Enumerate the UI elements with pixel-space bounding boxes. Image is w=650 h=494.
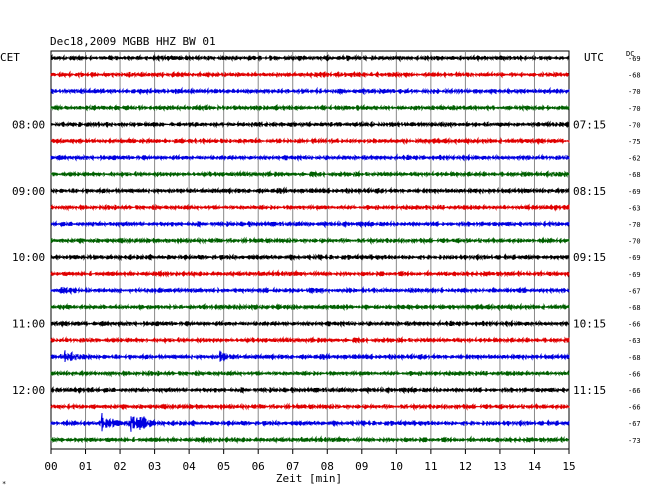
x-tick-label: 11 <box>424 460 437 473</box>
dc-offset-label: -66 <box>628 321 641 329</box>
dc-offset-label: -70 <box>628 221 641 229</box>
seismogram-trace <box>50 350 570 363</box>
seismogram-trace <box>50 153 570 162</box>
seismogram-trace <box>50 53 570 63</box>
dc-offset-label: -73 <box>628 437 641 445</box>
seismogram-trace <box>50 402 570 412</box>
left-time-label: 09:00 <box>12 185 45 198</box>
x-tick-label: 09 <box>355 460 368 473</box>
x-tick-label: 12 <box>459 460 472 473</box>
dc-offset-label: -69 <box>628 271 641 279</box>
x-tick-label: 14 <box>528 460 542 473</box>
plot-grid <box>50 50 570 454</box>
right-time-label: 09:15 <box>573 251 606 264</box>
axis-labels: 00 01 02 03 04 05 06 07 08 09 10 11 12 13 14 15 -69 -68 -7… <box>12 55 641 473</box>
dc-offset-label: -66 <box>628 370 641 378</box>
dc-offset-label: -67 <box>628 420 641 428</box>
x-tick-label: 02 <box>113 460 126 473</box>
dc-offset-label: -68 <box>628 171 641 179</box>
x-tick-label: 03 <box>148 460 161 473</box>
seismogram-trace <box>50 236 570 246</box>
chart-title: Dec18,2009 MGBB HHZ BW 01 <box>50 35 216 48</box>
x-tick-label: 04 <box>183 460 197 473</box>
x-tick-label: 06 <box>252 460 265 473</box>
left-time-label: 10:00 <box>12 251 45 264</box>
corner-mark: * <box>2 480 6 488</box>
x-axis-label: Zeit [min] <box>276 472 342 485</box>
dc-offset-label: -69 <box>628 55 641 63</box>
x-tick-label: 15 <box>562 460 575 473</box>
x-tick-label: 00 <box>44 460 57 473</box>
dc-offset-label: -75 <box>628 138 641 146</box>
seismogram-trace <box>50 120 570 129</box>
dc-offset-label: -67 <box>628 287 641 295</box>
left-timezone-label: CET <box>0 51 20 64</box>
dc-offset-label: -63 <box>628 337 641 345</box>
dc-offset-label: -70 <box>628 238 641 246</box>
plot-frame <box>50 50 570 450</box>
seismogram-trace <box>50 203 570 212</box>
seismogram-trace <box>50 169 570 179</box>
right-time-label: 10:15 <box>573 318 606 331</box>
seismogram-trace <box>50 319 570 328</box>
left-time-label: 08:00 <box>12 118 45 131</box>
dc-offset-label: -68 <box>628 72 641 80</box>
dc-offset-label: -63 <box>628 204 641 212</box>
seismogram-traces <box>50 53 570 445</box>
seismogram-trace <box>50 269 570 279</box>
seismogram-trace <box>50 335 570 345</box>
dc-offset-label: -66 <box>628 404 641 412</box>
seismogram-trace <box>50 186 570 195</box>
x-tick-label: 05 <box>217 460 230 473</box>
dc-offset-label: -70 <box>628 121 641 129</box>
dc-offset-label: -66 <box>628 387 641 395</box>
dc-offset-label: -70 <box>628 88 641 96</box>
x-tick-label: 08 <box>321 460 334 473</box>
x-tick-label: 07 <box>286 460 299 473</box>
seismogram-trace <box>50 253 570 262</box>
seismogram-trace <box>50 386 570 395</box>
seismogram-trace <box>50 302 570 312</box>
seismogram-trace <box>50 285 570 295</box>
seismogram-trace <box>50 435 570 445</box>
seismogram-trace <box>50 136 570 146</box>
dc-offset-label: -69 <box>628 188 641 196</box>
dc-offset-label: -62 <box>628 155 641 163</box>
right-timezone-label: UTC <box>584 51 604 64</box>
left-time-label: 12:00 <box>12 384 45 397</box>
dc-header-label: DC <box>626 50 634 58</box>
seismogram-trace <box>50 86 570 96</box>
left-time-label: 11:00 <box>12 318 45 331</box>
x-tick-label: 01 <box>79 460 92 473</box>
dc-offset-label: -68 <box>628 304 641 312</box>
x-tick-label: 10 <box>390 460 403 473</box>
right-time-label: 08:15 <box>573 185 606 198</box>
seismogram-trace <box>50 369 570 378</box>
seismogram-trace <box>50 70 570 80</box>
seismogram-trace <box>50 412 570 432</box>
dc-offset-label: -68 <box>628 354 641 362</box>
right-time-label: 11:15 <box>573 384 606 397</box>
dc-offset-label: -70 <box>628 105 641 113</box>
right-time-label: 07:15 <box>573 118 606 131</box>
x-tick-label: 13 <box>493 460 506 473</box>
seismogram-trace <box>50 103 570 112</box>
dc-offset-label: -69 <box>628 254 641 262</box>
seismogram-trace <box>50 220 570 229</box>
